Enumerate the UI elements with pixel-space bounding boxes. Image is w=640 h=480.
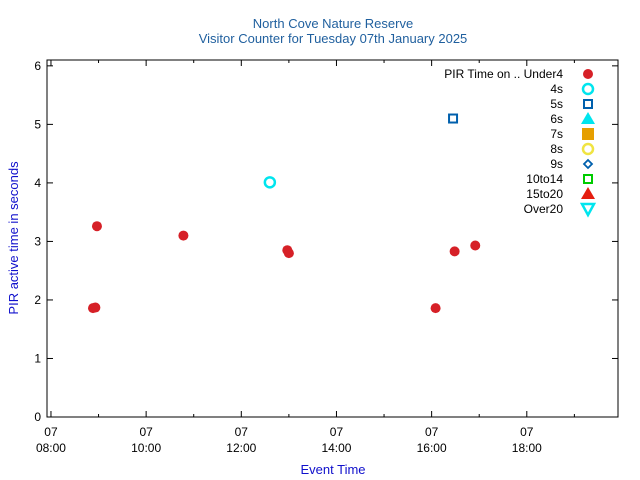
legend-marker <box>583 69 593 79</box>
x-tick-label-day: 07 <box>520 425 534 439</box>
y-tick-label: 1 <box>34 351 41 365</box>
x-tick-label-time: 12:00 <box>226 441 256 455</box>
y-tick-label: 3 <box>34 234 41 248</box>
legend-label: 5s <box>550 97 563 111</box>
x-tick-label-day: 07 <box>139 425 153 439</box>
legend-label: 6s <box>550 112 563 126</box>
plot-frame <box>46 59 619 418</box>
x-axis-label: Event Time <box>300 462 365 477</box>
data-point <box>283 248 294 259</box>
legend: PIR Time on .. Under44s5s6s7s8s9s10to141… <box>444 67 597 218</box>
legend-marker <box>581 142 595 156</box>
axes: 0 1 2 3 4 5 6 07 08:00 07 10:00 07 12:00 07 14:00 07 16:… <box>34 59 618 455</box>
legend-label: 8s <box>550 142 563 156</box>
x-tick-label-day: 07 <box>235 425 249 439</box>
data-point <box>91 221 102 232</box>
x-tick-label-time: 08:00 <box>36 441 66 455</box>
chart-subtitle: Visitor Counter for Tuesday 07th January… <box>199 31 468 46</box>
x-tick-label-day: 07 <box>330 425 344 439</box>
legend-label: PIR Time on .. Under4 <box>444 67 563 81</box>
legend-label: 9s <box>550 157 563 171</box>
data-point <box>430 303 441 314</box>
legend-marker <box>581 82 595 96</box>
x-tick-label-day: 07 <box>425 425 439 439</box>
data-point <box>178 230 189 241</box>
legend-marker <box>579 202 597 218</box>
x-tick-label-time: 10:00 <box>131 441 161 455</box>
legend-marker <box>582 128 594 140</box>
legend-marker <box>581 187 595 199</box>
x-tick-label-day: 07 <box>44 425 58 439</box>
y-tick-label: 5 <box>34 117 41 131</box>
data-point <box>263 176 277 189</box>
x-tick-label-time: 18:00 <box>512 441 542 455</box>
x-tick-label-time: 14:00 <box>321 441 351 455</box>
data-point <box>90 302 101 313</box>
legend-label: Over20 <box>524 202 564 216</box>
data-point <box>470 240 481 251</box>
y-axis-label: PIR active time in seconds <box>6 161 21 315</box>
legend-marker <box>583 174 593 184</box>
legend-marker <box>582 158 594 170</box>
legend-label: 15to20 <box>526 187 563 201</box>
legend-label: 7s <box>550 127 563 141</box>
legend-marker <box>583 99 593 109</box>
y-tick-label: 4 <box>34 176 41 190</box>
y-tick-label: 2 <box>34 293 41 307</box>
legend-marker <box>581 112 595 124</box>
y-tick-label: 0 <box>34 410 41 424</box>
x-tick-label-time: 16:00 <box>417 441 447 455</box>
data-point <box>449 246 460 257</box>
data-point <box>448 113 459 124</box>
legend-label: 10to14 <box>526 172 563 186</box>
data-points <box>87 113 481 314</box>
y-tick-label: 6 <box>34 59 41 73</box>
chart-title: North Cove Nature Reserve <box>253 16 413 31</box>
legend-label: 4s <box>550 82 563 96</box>
